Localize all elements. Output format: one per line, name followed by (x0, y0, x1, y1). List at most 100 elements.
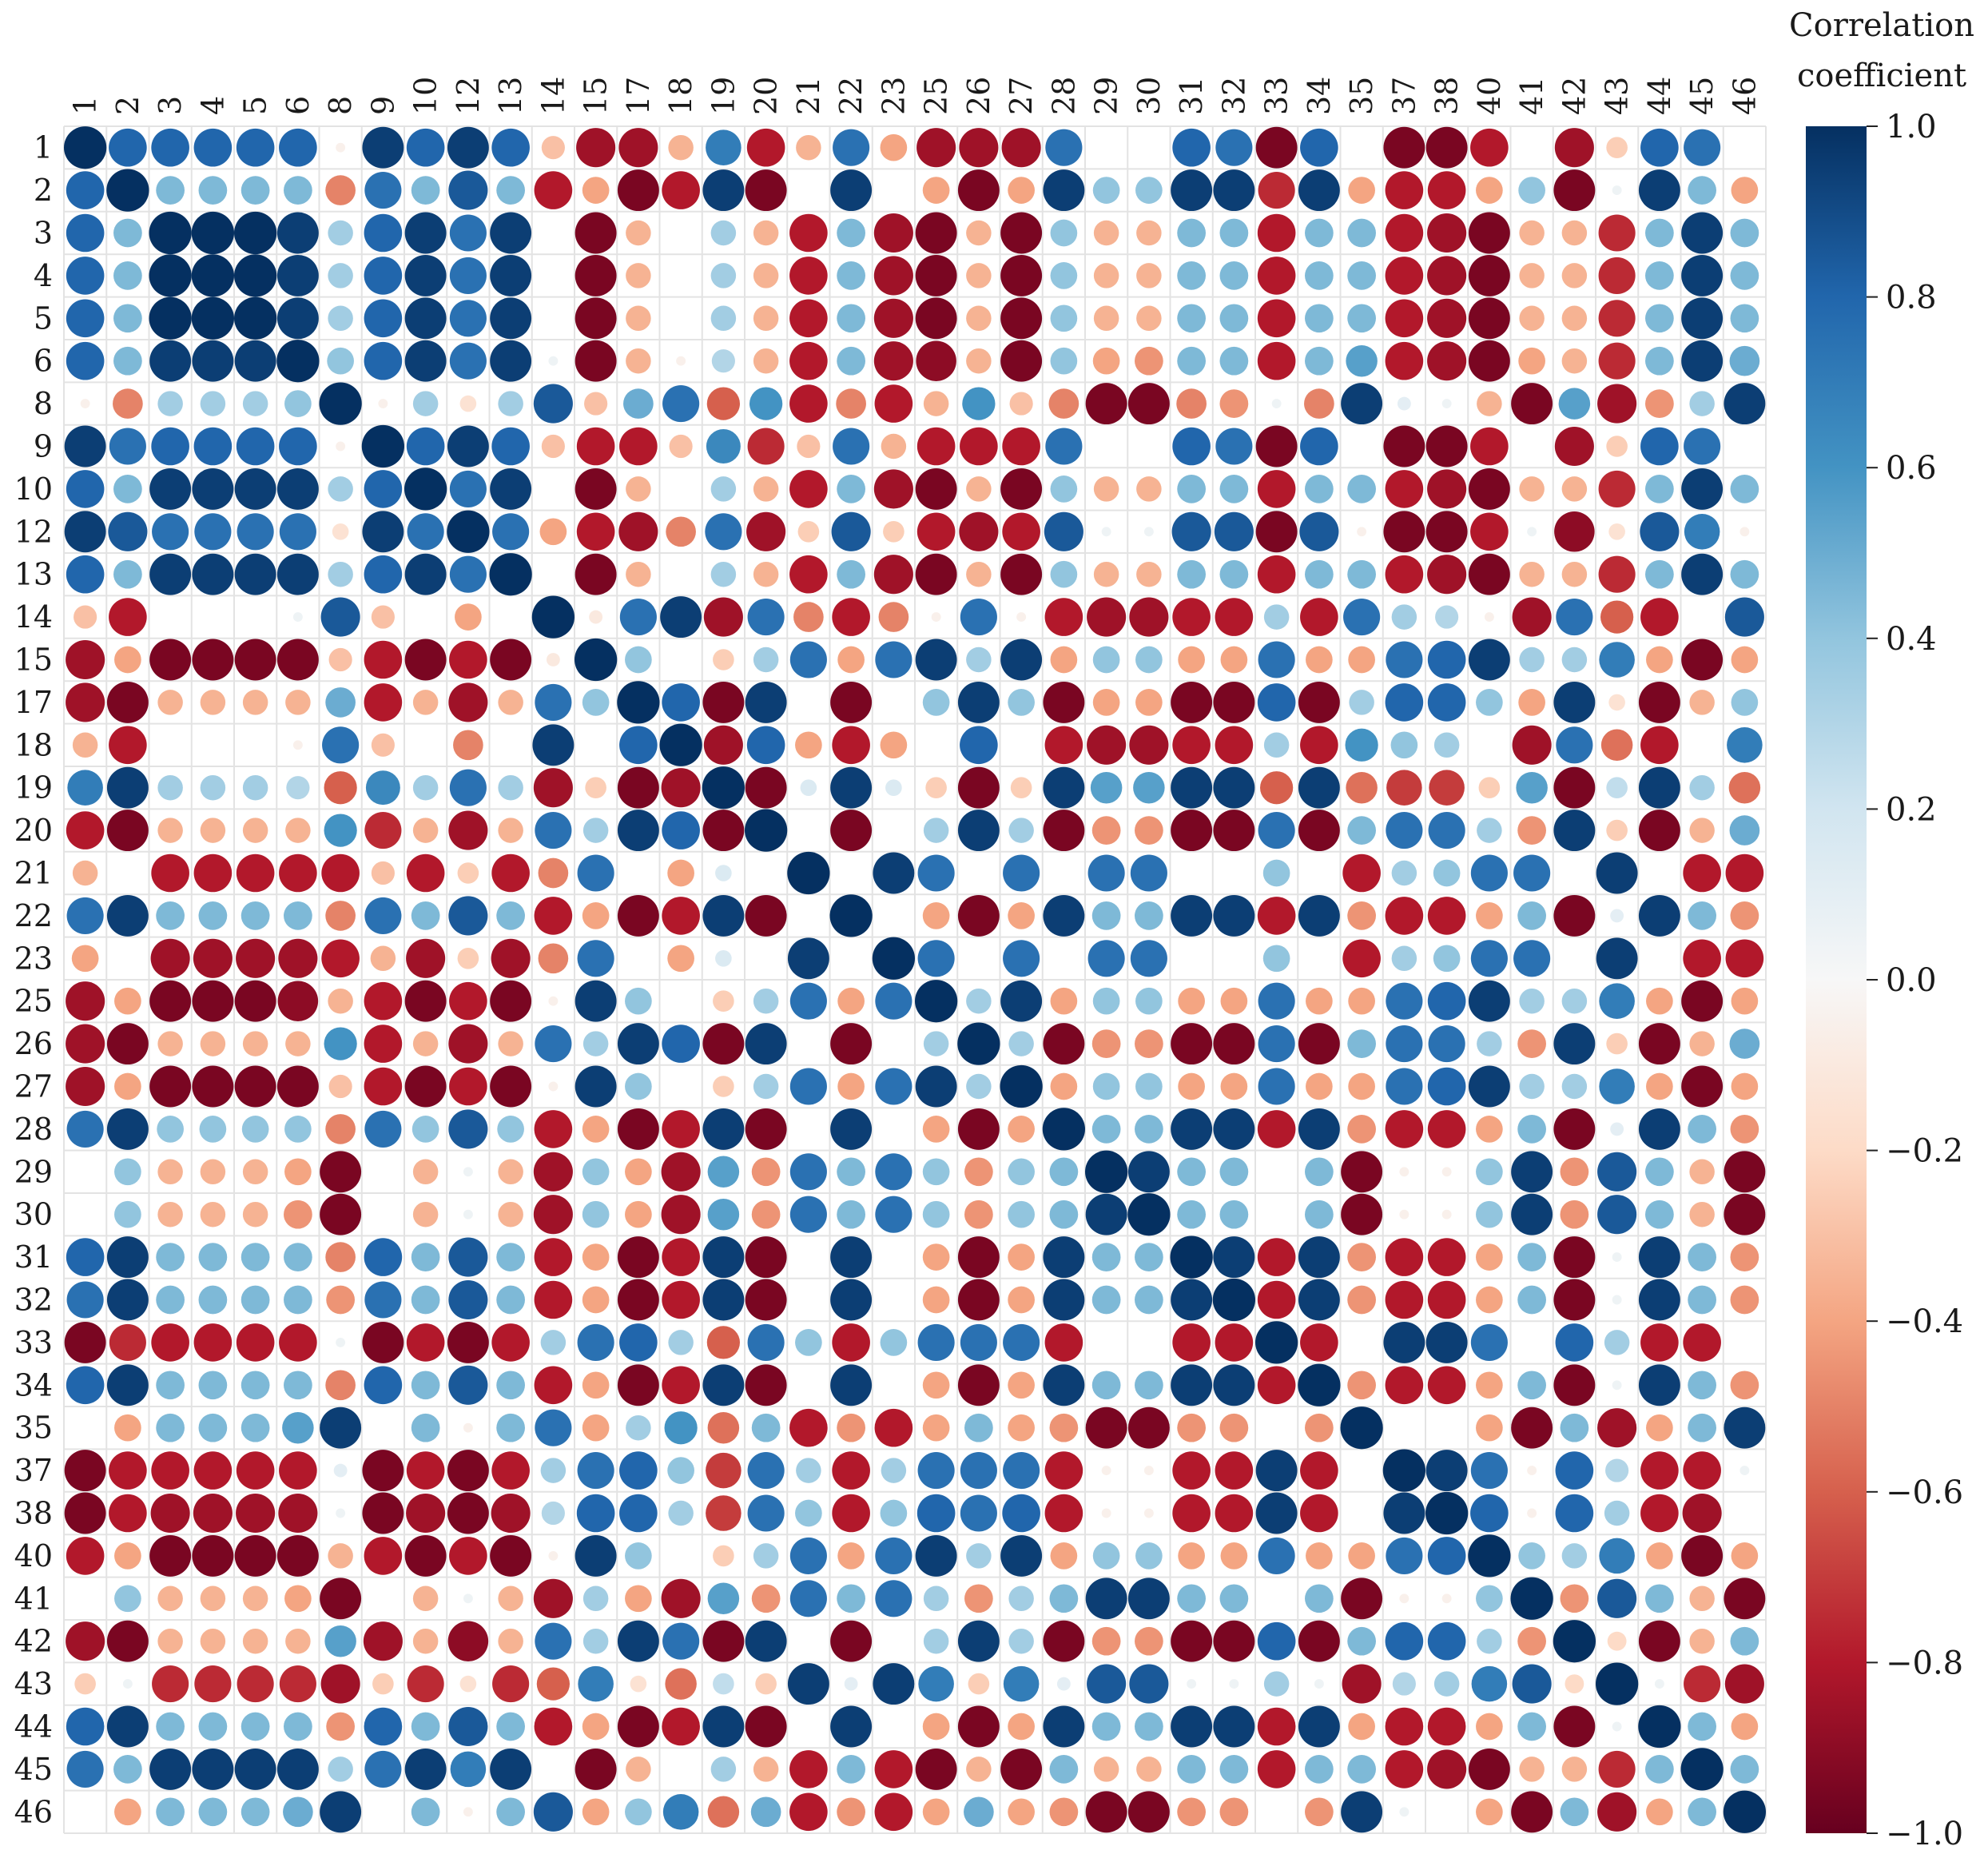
heatmap-cell-15-29 (1092, 646, 1120, 674)
x-tick-label-10: 10 (408, 77, 443, 115)
heatmap-cell-43-34 (1314, 1679, 1324, 1689)
heatmap-cell-5-21 (789, 299, 828, 338)
heatmap-cell-31-17 (617, 1236, 659, 1279)
heatmap-cell-10-34 (1305, 475, 1334, 503)
heatmap-cell-32-31 (1171, 1279, 1213, 1321)
heatmap-cell-15-25 (915, 639, 957, 681)
heatmap-cell-23-25 (917, 940, 955, 977)
colorbar-title-line1: Correlation (1789, 7, 1974, 44)
grid-layer (63, 125, 1767, 1834)
heatmap-cell-31-46 (1730, 1243, 1759, 1271)
heatmap-cell-2-22 (830, 169, 873, 212)
heatmap-cell-22-44 (1638, 894, 1680, 937)
heatmap-cell-45-41 (1519, 1757, 1545, 1782)
heatmap-cell-26-19 (702, 1023, 745, 1065)
heatmap-cell-20-15 (582, 818, 609, 843)
heatmap-cell-43-33 (1263, 1671, 1290, 1697)
heatmap-cell-40-29 (1092, 1542, 1120, 1570)
heatmap-cell-29-28 (1049, 1157, 1079, 1187)
heatmap-cell-13-25 (915, 553, 957, 595)
heatmap-cell-45-28 (1049, 1755, 1079, 1784)
heatmap-cell-46-3 (156, 1797, 185, 1827)
heatmap-cell-26-31 (1171, 1023, 1213, 1065)
heatmap-cell-1-3 (151, 128, 189, 167)
heatmap-cell-18-12 (453, 730, 483, 761)
heatmap-cell-8-5 (242, 391, 268, 416)
heatmap-cell-33-28 (1044, 1323, 1083, 1362)
heatmap-cell-12-25 (916, 512, 956, 551)
heatmap-cell-33-37 (1383, 1321, 1425, 1363)
heatmap-cell-40-22 (837, 1542, 865, 1570)
heatmap-cell-10-23 (873, 469, 913, 509)
heatmap-cell-20-45 (1689, 818, 1715, 843)
heatmap-cell-35-23 (874, 1408, 913, 1447)
heatmap-cell-13-8 (328, 561, 353, 587)
colorbar-tick-label: 0.0 (1886, 962, 1937, 999)
heatmap-cell-14-8 (320, 597, 360, 637)
y-tick-label-21: 21 (14, 856, 53, 891)
heatmap-cell-21-15 (577, 854, 614, 892)
heatmap-cell-10-10 (404, 467, 447, 511)
heatmap-cell-8-12 (459, 395, 477, 412)
heatmap-cell-3-32 (1219, 218, 1249, 248)
heatmap-cell-42-45 (1689, 1628, 1715, 1654)
heatmap-cell-17-33 (1257, 683, 1296, 722)
heatmap-cell-21-8 (321, 853, 360, 893)
heatmap-cell-9-40 (1470, 427, 1509, 466)
y-tick-label-3: 3 (34, 216, 53, 251)
heatmap-cell-43-19 (713, 1673, 734, 1695)
heatmap-cell-33-31 (1172, 1323, 1211, 1362)
heatmap-cell-25-35 (1348, 987, 1375, 1015)
heatmap-cell-27-29 (1092, 1072, 1120, 1100)
heatmap-cell-6-27 (1000, 340, 1043, 382)
heatmap-cell-8-46 (1724, 383, 1766, 425)
heatmap-cell-35-15 (582, 1414, 610, 1442)
heatmap-cell-28-38 (1427, 1110, 1466, 1148)
heatmap-cell-23-19 (715, 949, 732, 967)
heatmap-cell-42-43 (1607, 1631, 1627, 1651)
heatmap-cell-4-31 (1177, 261, 1206, 290)
heatmap-cell-14-37 (1391, 604, 1417, 630)
heatmap-cell-18-28 (1044, 726, 1083, 765)
heatmap-cell-6-18 (676, 356, 686, 366)
heatmap-cell-27-44 (1646, 1072, 1673, 1100)
heatmap-cell-4-43 (1598, 257, 1636, 294)
heatmap-cell-19-22 (830, 766, 873, 809)
heatmap-cell-37-18 (667, 1457, 694, 1484)
heatmap-cell-38-17 (619, 1494, 658, 1533)
heatmap-cell-20-29 (1091, 816, 1121, 845)
heatmap-cell-2-37 (1385, 171, 1424, 209)
heatmap-cell-34-30 (1135, 1371, 1163, 1400)
heatmap-cell-19-6 (286, 776, 310, 800)
heatmap-cell-41-8 (320, 1578, 362, 1620)
heatmap-cell-35-27 (1008, 1414, 1035, 1442)
y-tick-label-32: 32 (14, 1283, 53, 1318)
heatmap-cell-28-12 (448, 1109, 488, 1149)
heatmap-cell-44-38 (1427, 1707, 1466, 1746)
heatmap-cell-38-31 (1172, 1494, 1211, 1533)
y-tick-label-31: 31 (14, 1239, 53, 1275)
heatmap-cell-28-17 (617, 1108, 659, 1150)
heatmap-cell-43-25 (918, 1665, 954, 1702)
heatmap-cell-8-29 (1085, 383, 1127, 425)
heatmap-cell-29-43 (1597, 1152, 1637, 1192)
heatmap-cell-14-23 (878, 602, 909, 632)
heatmap-cell-44-31 (1171, 1705, 1213, 1748)
heatmap-cell-32-9 (364, 1281, 402, 1319)
heatmap-cell-43-9 (372, 1673, 394, 1695)
heatmap-cell-45-37 (1385, 1750, 1424, 1788)
heatmap-cell-43-1 (74, 1673, 96, 1695)
heatmap-cell-18-37 (1390, 731, 1418, 759)
heatmap-cell-45-43 (1598, 1750, 1636, 1788)
heatmap-cell-9-21 (797, 434, 821, 459)
heatmap-cell-18-43 (1600, 729, 1633, 762)
heatmap-cell-4-6 (276, 254, 319, 296)
heatmap-cell-33-33 (1254, 1321, 1298, 1364)
heatmap-cell-43-3 (152, 1665, 189, 1703)
heatmap-cell-22-45 (1688, 901, 1716, 930)
heatmap-cell-46-46 (1723, 1790, 1767, 1833)
heatmap-cell-25-28 (1050, 987, 1078, 1015)
heatmap-cell-31-13 (496, 1243, 525, 1271)
heatmap-cell-19-2 (106, 766, 149, 809)
heatmap-cell-8-8 (319, 382, 362, 425)
